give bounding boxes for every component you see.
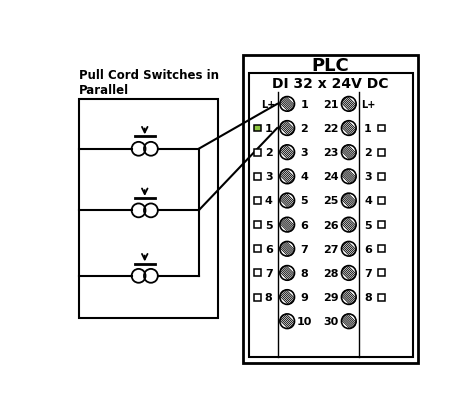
Text: L+: L+ bbox=[261, 100, 276, 109]
Text: 7: 7 bbox=[265, 268, 273, 278]
Text: 27: 27 bbox=[324, 244, 339, 254]
Bar bbox=[254, 294, 260, 301]
Text: L+: L+ bbox=[361, 100, 375, 109]
Text: 1: 1 bbox=[265, 124, 273, 134]
Bar bbox=[249, 74, 413, 358]
Text: PLC: PLC bbox=[312, 57, 349, 75]
Circle shape bbox=[341, 145, 356, 160]
Bar bbox=[254, 246, 260, 253]
Text: 4: 4 bbox=[300, 172, 308, 182]
Bar bbox=[79, 100, 218, 318]
Text: Pull Cord Switches in
Parallel: Pull Cord Switches in Parallel bbox=[79, 69, 219, 97]
Text: 5: 5 bbox=[300, 196, 308, 206]
Bar bbox=[378, 197, 385, 204]
Text: 8: 8 bbox=[265, 292, 273, 302]
Text: 1: 1 bbox=[364, 124, 372, 134]
Text: 1: 1 bbox=[300, 100, 308, 109]
Circle shape bbox=[280, 121, 294, 136]
Text: 9: 9 bbox=[300, 292, 308, 302]
Text: 23: 23 bbox=[324, 148, 339, 158]
Circle shape bbox=[341, 242, 356, 256]
Bar bbox=[378, 246, 385, 253]
Circle shape bbox=[341, 97, 356, 112]
Circle shape bbox=[280, 97, 294, 112]
Circle shape bbox=[280, 218, 294, 233]
Text: 6: 6 bbox=[364, 244, 372, 254]
Text: 29: 29 bbox=[323, 292, 339, 302]
Circle shape bbox=[280, 170, 294, 184]
Circle shape bbox=[341, 290, 356, 305]
Text: 22: 22 bbox=[324, 124, 339, 134]
Bar bbox=[254, 197, 260, 204]
Circle shape bbox=[341, 266, 356, 280]
Circle shape bbox=[341, 218, 356, 233]
Bar bbox=[378, 125, 385, 132]
Text: 7: 7 bbox=[300, 244, 308, 254]
Text: 3: 3 bbox=[265, 172, 273, 182]
Text: 25: 25 bbox=[324, 196, 339, 206]
Text: DI 32 x 24V DC: DI 32 x 24V DC bbox=[272, 76, 389, 90]
Text: 6: 6 bbox=[300, 220, 308, 230]
Text: 28: 28 bbox=[324, 268, 339, 278]
Circle shape bbox=[280, 145, 294, 160]
Circle shape bbox=[341, 314, 356, 329]
Circle shape bbox=[280, 242, 294, 256]
Bar bbox=[254, 173, 260, 180]
Text: 21: 21 bbox=[324, 100, 339, 109]
Circle shape bbox=[341, 194, 356, 208]
Text: 2: 2 bbox=[300, 124, 308, 134]
Text: 4: 4 bbox=[364, 196, 372, 206]
Text: 8: 8 bbox=[364, 292, 372, 302]
Bar bbox=[244, 56, 418, 363]
Circle shape bbox=[280, 290, 294, 305]
Text: 5: 5 bbox=[265, 220, 273, 230]
Circle shape bbox=[280, 314, 294, 329]
Bar bbox=[378, 150, 385, 156]
Text: 8: 8 bbox=[300, 268, 308, 278]
Circle shape bbox=[280, 266, 294, 280]
Circle shape bbox=[341, 170, 356, 184]
Text: 26: 26 bbox=[323, 220, 339, 230]
Text: 30: 30 bbox=[324, 316, 339, 326]
Text: 10: 10 bbox=[296, 316, 312, 326]
Text: 3: 3 bbox=[364, 172, 372, 182]
Bar bbox=[378, 173, 385, 180]
Text: 7: 7 bbox=[364, 268, 372, 278]
Text: 4: 4 bbox=[265, 196, 273, 206]
Bar bbox=[254, 150, 260, 156]
Text: 5: 5 bbox=[364, 220, 372, 230]
Text: 6: 6 bbox=[265, 244, 273, 254]
Bar bbox=[254, 270, 260, 277]
Text: 2: 2 bbox=[265, 148, 273, 158]
Bar bbox=[378, 222, 385, 228]
Text: 2: 2 bbox=[364, 148, 372, 158]
Bar bbox=[254, 222, 260, 228]
Bar bbox=[378, 270, 385, 277]
Bar bbox=[378, 294, 385, 301]
Text: 3: 3 bbox=[300, 148, 308, 158]
Bar bbox=[254, 125, 260, 132]
Circle shape bbox=[280, 194, 294, 208]
Text: 24: 24 bbox=[323, 172, 339, 182]
Circle shape bbox=[341, 121, 356, 136]
